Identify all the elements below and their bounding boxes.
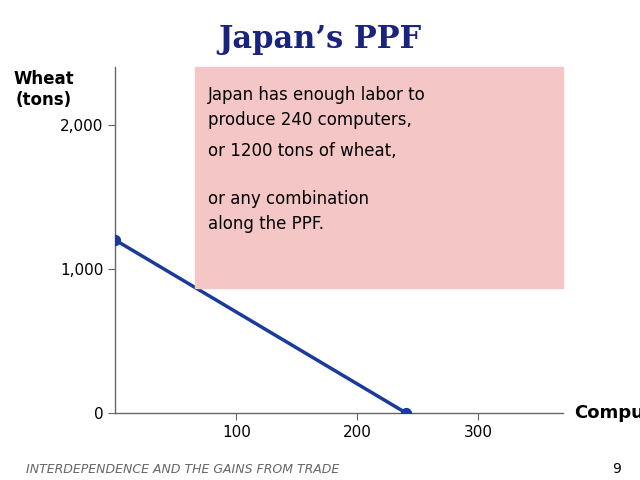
- Text: Japan’s PPF: Japan’s PPF: [218, 24, 422, 55]
- Point: [401, 409, 411, 417]
- Text: or any combination
along the PPF.: or any combination along the PPF.: [208, 190, 369, 233]
- Text: Japan has enough labor to
produce 240 computers,: Japan has enough labor to produce 240 co…: [208, 86, 426, 130]
- Text: 9: 9: [612, 462, 621, 476]
- Point: [110, 236, 120, 244]
- Y-axis label: Wheat
(tons): Wheat (tons): [13, 70, 74, 108]
- Text: or 1200 tons of wheat,: or 1200 tons of wheat,: [208, 142, 397, 159]
- Text: Computers: Computers: [574, 404, 640, 422]
- Text: INTERDEPENDENCE AND THE GAINS FROM TRADE: INTERDEPENDENCE AND THE GAINS FROM TRADE: [26, 463, 339, 476]
